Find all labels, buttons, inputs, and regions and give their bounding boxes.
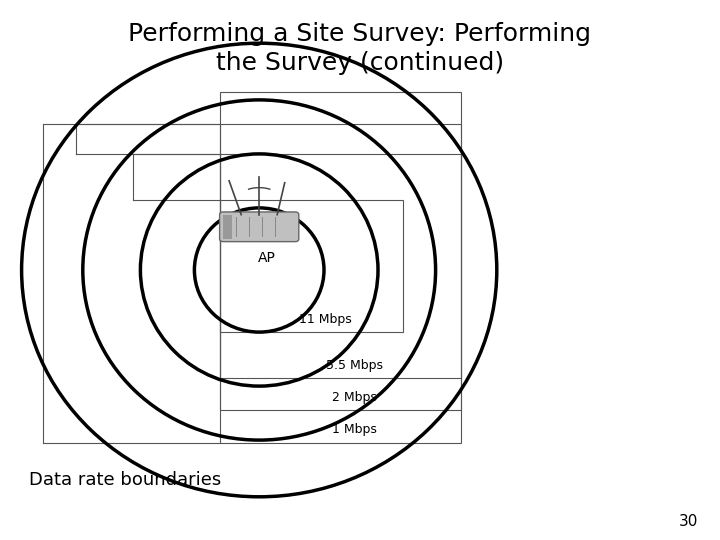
Text: 5.5 Mbps: 5.5 Mbps bbox=[326, 359, 383, 372]
Text: the Survey (continued): the Survey (continued) bbox=[216, 51, 504, 75]
Text: Performing a Site Survey: Performing: Performing a Site Survey: Performing bbox=[128, 22, 592, 45]
Text: AP: AP bbox=[258, 251, 275, 265]
Bar bbox=[223, 214, 232, 239]
Text: 30: 30 bbox=[679, 514, 698, 529]
Text: Data rate boundaries: Data rate boundaries bbox=[29, 471, 221, 489]
Bar bbox=[220, 92, 461, 443]
Bar bbox=[220, 200, 403, 332]
Bar bbox=[220, 124, 461, 410]
Text: 2 Mbps: 2 Mbps bbox=[332, 391, 377, 404]
Text: 11 Mbps: 11 Mbps bbox=[300, 313, 352, 326]
Text: 1 Mbps: 1 Mbps bbox=[332, 423, 377, 436]
Bar bbox=[220, 154, 461, 378]
FancyBboxPatch shape bbox=[220, 212, 299, 241]
